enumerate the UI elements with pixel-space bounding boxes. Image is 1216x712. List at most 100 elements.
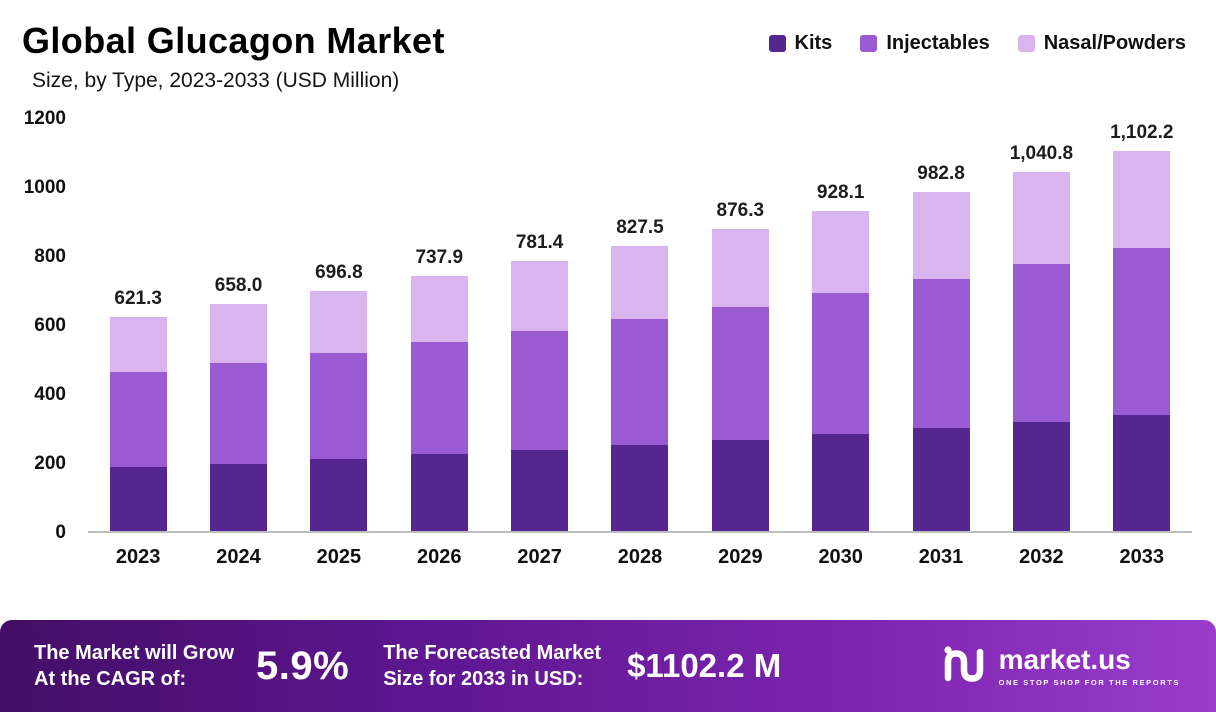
bar-segment-kits <box>1012 421 1070 531</box>
y-tick-label: 600 <box>34 315 66 336</box>
legend-item: Injectables <box>860 32 990 55</box>
stacked-bar-chart: 0 200 400 600 800 1000 1200 621.3 658.0 696.8 737… <box>0 108 1216 543</box>
bar-total-label: 696.8 <box>315 261 363 283</box>
market-us-logo-icon <box>941 643 989 690</box>
bar-column: 928.1 <box>791 182 891 531</box>
bar-column: 876.3 <box>690 200 790 531</box>
bar-segment-kits <box>1113 414 1171 531</box>
bar-segment-nasal-powders <box>711 228 769 307</box>
page-title: Global Glucagon Market <box>22 20 445 61</box>
page-subtitle: Size, by Type, 2023-2033 (USD Million) <box>32 69 400 92</box>
x-tick-label: 2029 <box>718 546 763 568</box>
stacked-bar <box>210 304 268 531</box>
bar-column: 982.8 <box>891 163 991 531</box>
bar-total-label: 1,040.8 <box>1009 142 1074 164</box>
legend-label: Nasal/Powders <box>1043 32 1186 54</box>
bar-total-label: 1,102.2 <box>1110 121 1174 143</box>
bar-segment-nasal-powders <box>310 290 368 353</box>
forecast-label-line2: Size for 2033 in USD: <box>383 668 584 690</box>
plot-area: 621.3 658.0 696.8 737.9 781.4 827.5 876.3 928.1… <box>88 119 1192 533</box>
x-tick-label: 2027 <box>517 546 562 568</box>
y-tick-label: 1000 <box>23 177 66 198</box>
bar-segment-kits <box>912 427 970 531</box>
bar-segment-injectables <box>1113 248 1171 415</box>
bar-column: 1,102.2 <box>1092 122 1192 531</box>
stacked-bar <box>410 276 468 531</box>
stacked-bar <box>611 245 669 531</box>
x-tick-label: 2031 <box>918 546 964 568</box>
cagr-label-line2: At the CAGR of: <box>34 668 187 690</box>
bar-segment-nasal-powders <box>410 276 468 342</box>
x-tick-label: 2030 <box>818 546 863 568</box>
bar-total-label: 876.3 <box>716 199 765 221</box>
x-tick-label: 2024 <box>216 546 261 568</box>
brand-name: market.us <box>998 643 1131 675</box>
bar-total-label: 658.0 <box>214 275 263 297</box>
bar-total-label: 827.5 <box>616 216 664 238</box>
market-us-logo[interactable]: market.us ONE STOP SHOP FOR THE REPORTS <box>941 643 1180 690</box>
x-tick-label: 2028 <box>617 546 663 568</box>
bar-column: 781.4 <box>489 232 589 531</box>
x-tick-label: 2026 <box>417 546 462 568</box>
bar-segment-injectables <box>1012 263 1070 422</box>
y-tick-label: 0 <box>55 522 66 543</box>
bar-segment-injectables <box>611 319 669 445</box>
bar-segment-injectables <box>812 293 870 434</box>
cagr-value: 5.9% <box>256 643 350 688</box>
legend-label: Kits <box>794 32 833 54</box>
legend: Kits Injectables Nasal/Powders <box>768 32 1186 55</box>
bar-segment-kits <box>611 444 669 531</box>
bar-segment-kits <box>812 433 870 531</box>
bar-segment-nasal-powders <box>109 316 167 373</box>
bar-segment-injectables <box>109 372 167 468</box>
legend-swatch-icon <box>768 35 786 52</box>
bar-total-label: 737.9 <box>415 247 464 269</box>
bar-segment-injectables <box>711 306 769 440</box>
forecast-label: The Forecasted Market Size for 2033 in U… <box>383 640 601 692</box>
stacked-bar <box>812 210 870 531</box>
bar-total-label: 982.8 <box>917 162 965 184</box>
legend-label: Injectables <box>886 32 990 54</box>
bar-segment-injectables <box>410 342 468 455</box>
bar-column: 696.8 <box>289 262 389 531</box>
header: Global Glucagon Market Size, by Type, 20… <box>0 0 1216 93</box>
bar-segment-injectables <box>511 330 569 450</box>
bar-column: 621.3 <box>88 288 188 531</box>
title-block: Global Glucagon Market Size, by Type, 20… <box>22 20 445 93</box>
y-tick-label: 400 <box>34 384 66 405</box>
footer-banner: The Market will Grow At the CAGR of: 5.9… <box>0 620 1216 712</box>
stacked-bar <box>109 316 167 531</box>
brand-text-block: market.us ONE STOP SHOP FOR THE REPORTS <box>998 643 1180 687</box>
stacked-bar <box>310 290 368 531</box>
cagr-label: The Market will Grow At the CAGR of: <box>34 640 234 692</box>
bar-segment-injectables <box>310 352 368 459</box>
brand-tagline: ONE STOP SHOP FOR THE REPORTS <box>998 677 1180 687</box>
bar-segment-nasal-powders <box>511 261 569 331</box>
legend-swatch-icon <box>860 35 878 52</box>
x-axis: 2023 2024 2025 2026 2027 2028 2029 2030 2031 2032… <box>0 546 1216 569</box>
x-tick-label: 2033 <box>1119 546 1165 568</box>
bar-segment-nasal-powders <box>812 210 870 294</box>
bar-total-label: 621.3 <box>114 287 162 309</box>
bar-segment-injectables <box>210 363 268 464</box>
bar-column: 658.0 <box>188 275 288 531</box>
legend-item: Kits <box>768 32 833 55</box>
bar-segment-nasal-powders <box>210 304 268 363</box>
bar-column: 1,040.8 <box>991 143 1091 531</box>
forecast-value: $1102.2 M <box>627 647 782 684</box>
bar-segment-nasal-powders <box>912 191 970 280</box>
y-tick-label: 200 <box>34 453 66 474</box>
y-tick-label: 800 <box>34 246 66 267</box>
bar-column: 737.9 <box>389 247 489 531</box>
stacked-bar <box>1012 171 1070 531</box>
x-tick-label: 2032 <box>1019 546 1064 568</box>
bar-segment-nasal-powders <box>1113 150 1171 249</box>
stacked-bar <box>912 191 970 531</box>
legend-swatch-icon <box>1017 35 1035 52</box>
bar-segment-kits <box>210 463 268 531</box>
bar-segment-nasal-powders <box>1012 171 1070 264</box>
bar-segment-kits <box>310 458 368 531</box>
cagr-label-line1: The Market will Grow <box>34 642 235 664</box>
legend-item: Nasal/Powders <box>1017 32 1186 55</box>
x-tick-label: 2025 <box>316 546 362 568</box>
